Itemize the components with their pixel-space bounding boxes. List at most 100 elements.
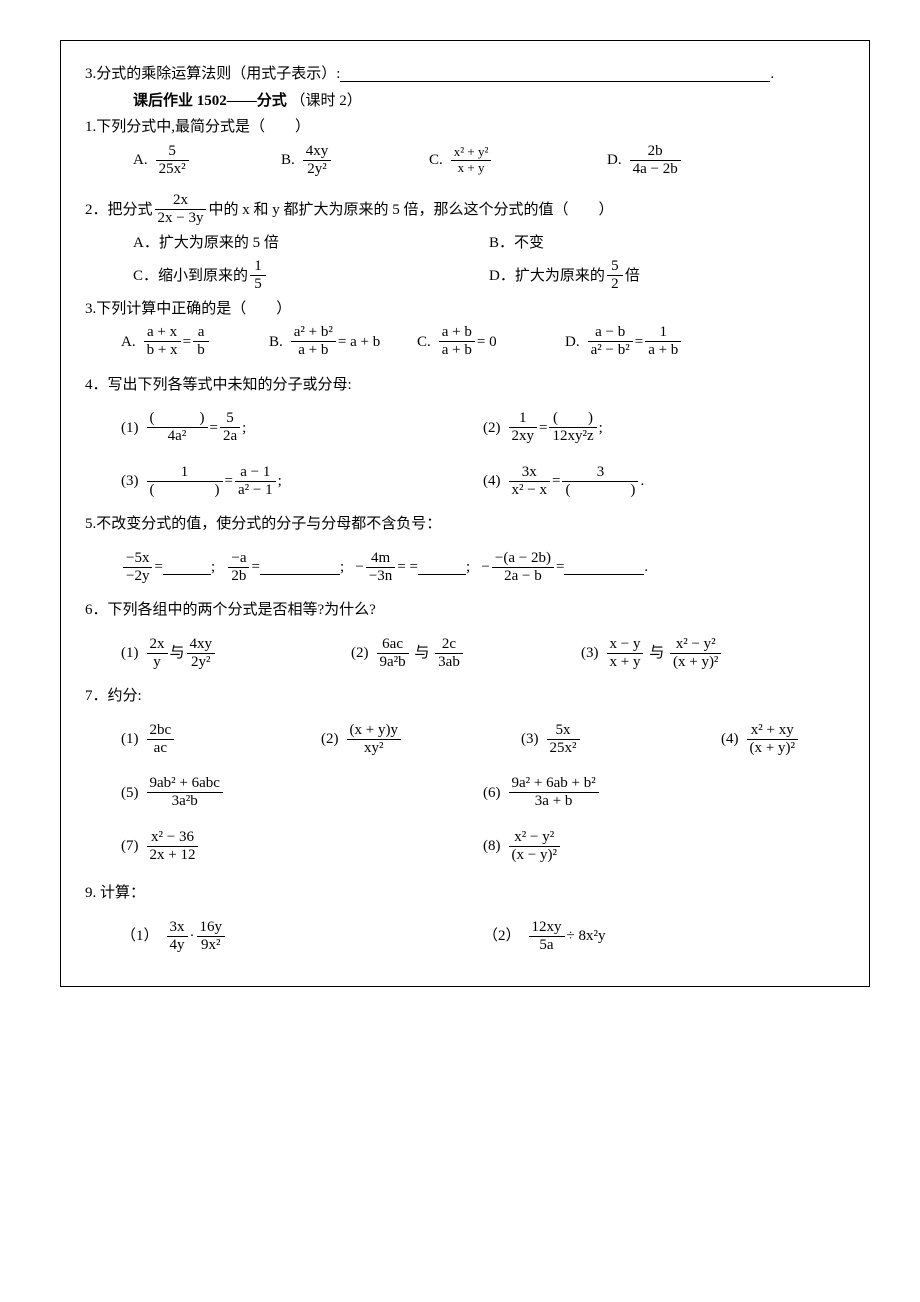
q3-opt-a: A. a + x b + x = a b (121, 324, 241, 360)
num: −(a − 2b) (492, 550, 554, 568)
q2-opt-a: A．扩大为原来的 5 倍 (133, 232, 489, 255)
num: a − b (588, 324, 633, 342)
eq: = (183, 331, 191, 354)
den: 4a² (147, 428, 208, 445)
end: ; (278, 470, 282, 493)
lbl: C. (417, 331, 431, 354)
q3-opt-d: D. a − b a² − b² = 1 a + b (565, 324, 685, 360)
q3-opt-c: C. a + b a + b = 0 (417, 324, 537, 360)
f: 12xy 5a (529, 919, 565, 955)
f: x² − y² (x + y)² (670, 636, 721, 672)
den: xy² (347, 740, 401, 757)
title-suffix: （课时 2） (291, 93, 362, 109)
q3-stem: 3.下列计算中正确的是（ ） (85, 298, 845, 321)
num: 2x (147, 636, 168, 654)
num: 2x (155, 192, 207, 210)
assignment-title: 课后作业 1502——分式 （课时 2） (85, 90, 845, 113)
den: 5a (529, 937, 565, 954)
q1-c-frac: x² + y² x + y (451, 145, 492, 176)
den: 5 (250, 276, 266, 293)
frac: a − b a² − b² (588, 324, 633, 360)
q3-options: A. a + x b + x = a b B. a² + b² a + b = … (85, 324, 845, 360)
q6-stem: 6．下列各组中的两个分式是否相等?为什么? (85, 599, 845, 622)
f: 9a² + 6ab + b² 3a + b (509, 775, 599, 811)
frac: a + x b + x (144, 324, 181, 360)
q5-c-frac: 4m −3n (366, 550, 395, 586)
f: 9ab² + 6abc 3a²b (147, 775, 223, 811)
num: 12xy (529, 919, 565, 937)
num: 4m (366, 550, 395, 568)
den: a + b (645, 342, 681, 359)
q7-p4: (4) x² + xy (x + y)² (721, 722, 861, 758)
blank (260, 559, 340, 575)
den: ( ) (147, 482, 223, 499)
f: 5x 25x² (547, 722, 580, 758)
rule-line: 3.分式的乘除运算法则（用式子表示）: . (85, 63, 845, 86)
dot: . (644, 556, 648, 579)
q1-d-frac: 2b 4a − 2b (630, 143, 681, 179)
semi: ; (340, 556, 344, 579)
frac-r: a b (193, 324, 209, 360)
end: ; (599, 417, 603, 440)
lbl: (1) (121, 417, 139, 440)
den: 2y² (187, 654, 216, 671)
frac-r: 5 2a (220, 410, 240, 446)
eq: = (552, 470, 560, 493)
den: 2 (607, 276, 623, 293)
lbl: (4) (721, 728, 739, 751)
den: 12xy²z (549, 428, 596, 445)
den: a + b (439, 342, 475, 359)
den: 4y (167, 937, 188, 954)
q6-row: (1) 2x y 与 4xy 2y² (2) 6ac 9a²b 与 2c 3ab (85, 636, 845, 672)
q7-row2: (5) 9ab² + 6abc 3a²b (6) 9a² + 6ab + b² … (85, 775, 845, 811)
f: 2c 3ab (435, 636, 463, 672)
q1-opt-c: C. x² + y² x + y (429, 145, 549, 176)
dot: . (770, 63, 774, 86)
f: x − y x + y (607, 636, 644, 672)
den: 3a²b (147, 793, 223, 810)
lbl: A. (121, 331, 136, 354)
den: 2a (220, 428, 240, 445)
f: x² − y² (x − y)² (509, 829, 560, 865)
num: 6ac (377, 636, 409, 654)
lbl: (5) (121, 782, 139, 805)
dot: · (190, 925, 195, 948)
eq: = = (397, 556, 418, 579)
q6-p1: (1) 2x y 与 4xy 2y² (121, 636, 281, 672)
lbl: (3) (121, 470, 139, 493)
frac: 1 ( ) (147, 464, 223, 500)
num: 2b (630, 143, 681, 161)
den: (x − y)² (509, 847, 560, 864)
q7-p5: (5) 9ab² + 6abc 3a²b (121, 775, 483, 811)
den: ac (147, 740, 175, 757)
eq: = (251, 556, 259, 579)
den: ( ) (562, 482, 638, 499)
blank (163, 559, 211, 575)
num: 3x (167, 919, 188, 937)
q1-b-frac: 4xy 2y² (303, 143, 332, 179)
q2-c-pre: C．缩小到原来的 (133, 265, 248, 288)
num: a (193, 324, 209, 342)
num: a + x (144, 324, 181, 342)
num: −a (228, 550, 249, 568)
q1-b-label: B. (281, 149, 295, 172)
neg: − (481, 556, 489, 579)
q2-opt-c: C．缩小到原来的 1 5 (133, 258, 489, 294)
mid: 与 (414, 642, 429, 665)
num: x² + xy (747, 722, 798, 740)
num: a − 1 (235, 464, 276, 482)
num: x² − y² (670, 636, 721, 654)
den: 2b (228, 568, 249, 585)
q1-a-frac: 5 25x² (156, 143, 189, 179)
q5-expr: −5x −2y = ; −a 2b = ; − 4m −3n = = ; − −… (85, 550, 845, 586)
frac: ( ) 4a² (147, 410, 208, 446)
den: (x + y)² (670, 654, 721, 671)
q7-row3: (7) x² − 36 2x + 12 (8) x² − y² (x − y)² (85, 829, 845, 865)
eq: = (556, 556, 564, 579)
q9-p2: （2） 12xy 5a ÷ 8x²y (483, 919, 845, 955)
den: 9x² (197, 937, 226, 954)
rule-underline (340, 66, 770, 82)
num: a + b (439, 324, 475, 342)
f: x² − 36 2x + 12 (147, 829, 199, 865)
lbl: (7) (121, 835, 139, 858)
